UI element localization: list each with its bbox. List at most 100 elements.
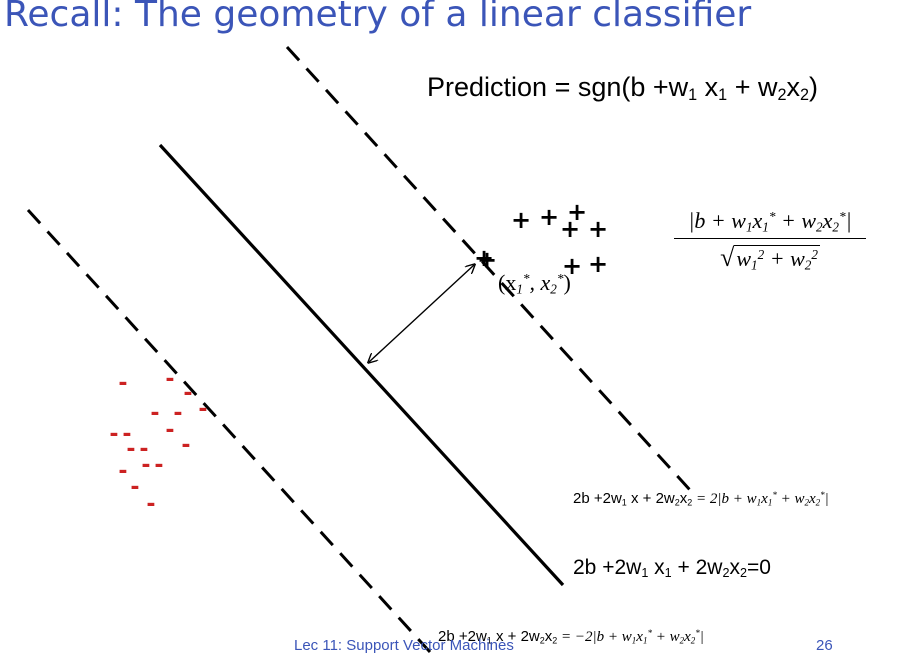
point-label-text: , x <box>529 270 551 295</box>
negative-point: - <box>122 422 131 447</box>
formula-text: w <box>736 246 752 271</box>
equation-subscript: 2 <box>739 566 747 581</box>
equation-text: 2b +2w <box>573 556 642 579</box>
equation-text: x <box>648 556 665 579</box>
formula-subscript: 2 <box>832 219 839 235</box>
upper-margin-line <box>285 45 692 492</box>
distance-denominator: √w12 + w22 <box>670 239 870 273</box>
equation-text: | <box>824 491 829 507</box>
footer-course-title: Lec 11: Support Vector Machines <box>294 637 514 654</box>
positive-point: + <box>539 203 559 231</box>
prediction-text: x <box>697 72 719 102</box>
negative-point: - <box>118 459 127 484</box>
prediction-subscript: 1 <box>718 86 728 105</box>
prediction-text: ) <box>809 72 818 102</box>
positive-point: + <box>588 215 608 243</box>
prediction-subscript: 1 <box>688 86 698 105</box>
equation-text: x <box>679 490 688 507</box>
negative-point: - <box>146 492 155 517</box>
equation-text: = −2|b + w <box>557 629 632 645</box>
equation-text: x + 2w <box>491 628 540 645</box>
equation-subscript: 2 <box>815 497 821 508</box>
equation-subscript: 1 <box>642 635 648 646</box>
formula-subscript: 1 <box>751 257 758 273</box>
equation-text: =0 <box>747 556 771 579</box>
equation-rhs: = 2|b + w1x1* + w2x2*| <box>692 490 829 508</box>
equation-superscript: * <box>820 490 825 501</box>
equation-text: x <box>544 628 553 645</box>
equation-text: x + 2w <box>626 490 675 507</box>
positive-point: + <box>511 206 531 234</box>
formula-text: | <box>845 208 852 233</box>
equation-subscript: 2 <box>690 635 696 646</box>
positive-point: + <box>562 252 582 280</box>
equation-text: + w <box>776 491 805 507</box>
equation-text: + w <box>651 629 680 645</box>
equation-text: x <box>729 556 740 579</box>
formula-subscript: 2 <box>816 219 823 235</box>
distance-numerator: |b + w1x1* + w2x2*| <box>670 208 870 238</box>
formula-text: |b + w <box>688 208 746 233</box>
equation-subscript: 2 <box>687 497 693 508</box>
positive-point: + <box>567 198 587 226</box>
upper-margin-equation: 2b +2w1 x + 2w2x2 = 2|b + w1x1* + w2x2*| <box>573 490 829 508</box>
equation-subscript: 1 <box>756 497 762 508</box>
positive-point: + <box>474 244 494 272</box>
prediction-text: Prediction = sgn(b +w <box>427 72 689 102</box>
equation-subscript: 2 <box>552 635 558 646</box>
equation-subscript: 2 <box>539 635 545 646</box>
equation-subscript: 1 <box>631 635 637 646</box>
fraction-bar <box>674 238 866 239</box>
prediction-text: + w <box>727 72 778 102</box>
equation-superscript: * <box>772 490 777 501</box>
radicand: w12 + w22 <box>734 245 820 271</box>
formula-text: + w <box>775 208 817 233</box>
page-number: 26 <box>816 637 833 654</box>
equation-text: | <box>699 629 704 645</box>
square-root: √w12 + w22 <box>720 243 820 273</box>
negative-point: - <box>165 367 174 392</box>
equation-text: + 2w <box>671 556 723 579</box>
formula-superscript: 2 <box>757 246 765 262</box>
negative-point: - <box>139 437 148 462</box>
formula-superscript: * <box>838 208 846 224</box>
positive-point: + <box>588 250 608 278</box>
equation-subscript: 2 <box>804 497 809 508</box>
equation-text: x <box>684 629 691 645</box>
formula-superscript: * <box>768 208 776 224</box>
margin-distance-arrow <box>369 265 474 362</box>
positive-points: + + + + + + + + + <box>474 198 608 280</box>
equation-subscript: 1 <box>641 566 649 581</box>
negative-point: - <box>173 401 182 426</box>
point-label-superscript: * <box>556 270 564 286</box>
equation-subscript: 1 <box>486 635 492 646</box>
formula-subscript: 2 <box>804 257 812 273</box>
equation-subscript: 2 <box>679 635 685 646</box>
lower-margin-line <box>26 208 432 654</box>
negative-point: - <box>118 371 127 396</box>
negative-point: - <box>198 397 207 422</box>
formula-text: + w <box>764 246 805 271</box>
negative-point: - <box>109 422 118 447</box>
equation-text: x <box>636 629 643 645</box>
prediction-subscript: 2 <box>777 86 787 105</box>
point-label-subscript: 2 <box>550 281 557 297</box>
equation-subscript: 2 <box>674 497 680 508</box>
negative-point: - <box>154 453 163 478</box>
formula-text: x <box>822 208 833 233</box>
point-label-text: (x <box>498 270 517 295</box>
point-label-text: ) <box>563 270 571 295</box>
negative-point: - <box>150 401 159 426</box>
formula-superscript: 2 <box>811 246 818 262</box>
formula-subscript: 1 <box>745 219 753 235</box>
prediction-formula: Prediction = sgn(b +w1 x1 + w2x2) <box>427 72 818 103</box>
equation-subscript: 1 <box>767 497 773 508</box>
slide-title: Recall: The geometry of a linear classif… <box>4 0 752 35</box>
formula-subscript: 1 <box>762 219 769 235</box>
positive-point: + <box>477 246 497 274</box>
equation-subscript: 1 <box>664 566 672 581</box>
positive-point: + <box>560 215 580 243</box>
decision-boundary-line <box>158 143 565 587</box>
equation-text: 2b +2w <box>438 628 487 645</box>
